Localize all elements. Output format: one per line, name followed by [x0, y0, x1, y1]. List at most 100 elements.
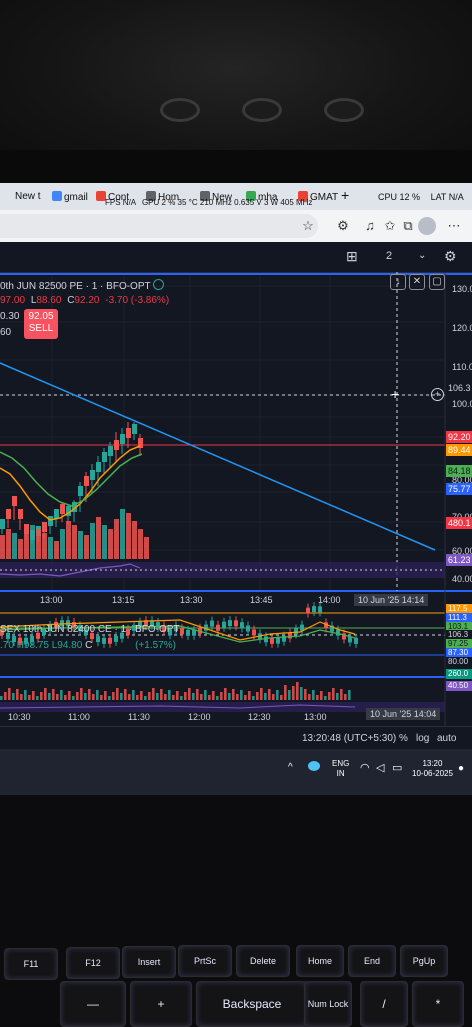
candle-body-2: [42, 628, 46, 635]
key-prtsc[interactable]: PrtSc: [178, 945, 232, 977]
tab-new-2[interactable]: New: [200, 191, 232, 203]
ohlc-close-prefix: C: [67, 295, 75, 306]
language-indicator[interactable]: ENG IN: [332, 759, 349, 779]
candle-body-2: [108, 637, 112, 644]
lang-code: ENG: [332, 759, 350, 768]
chart1-symbol[interactable]: 0th JUN 82500 PE · 1 · BFO-OPT: [0, 279, 165, 292]
ohlc-high: 97.00: [0, 295, 26, 306]
candle-body-2: [342, 633, 346, 640]
log-toggle[interactable]: log: [416, 733, 430, 744]
profile-avatar[interactable]: [418, 217, 436, 235]
settings-icon[interactable]: ⚙: [444, 248, 457, 264]
tab-mha[interactable]: mha: [246, 191, 277, 203]
sell-button[interactable]: 92.05 SELL: [24, 309, 58, 339]
url-input[interactable]: [0, 214, 318, 238]
add-alert-icon[interactable]: +: [431, 388, 444, 401]
volume-bar-2: [344, 694, 347, 700]
moving-average-green: [0, 451, 143, 507]
auto-toggle[interactable]: auto: [437, 733, 457, 744]
volume-icon[interactable]: ◁: [376, 762, 385, 774]
candle-body-2: [354, 637, 358, 644]
key-end[interactable]: End: [348, 945, 396, 977]
more-menu-icon[interactable]: ⋯: [447, 218, 461, 233]
tab-home[interactable]: Hom: [146, 191, 179, 203]
candle-body-2: [30, 636, 34, 643]
key-plus[interactable]: +: [130, 981, 192, 1027]
collections-icon[interactable]: ⧉: [403, 218, 413, 233]
key-pgup[interactable]: PgUp: [400, 945, 448, 977]
volume-bar-2: [8, 688, 11, 700]
key-home[interactable]: Home: [296, 945, 344, 977]
gpu-value: 2 %: [161, 198, 176, 207]
candle-body-2: [84, 629, 88, 636]
tab-gmail[interactable]: gmail: [52, 191, 88, 203]
volume-bar: [60, 529, 65, 559]
tab-contacts[interactable]: Cont: [96, 191, 129, 203]
volume-bar-2: [24, 690, 27, 700]
volume-bar-2: [76, 692, 79, 700]
layout-icon[interactable]: ⊞: [346, 248, 358, 264]
chart2-symbol[interactable]: SEX 10th JUN 82400 CE · 1 · BFO-OPT: [0, 624, 180, 635]
candle-body-2: [18, 637, 22, 644]
percent-toggle[interactable]: %: [399, 733, 408, 744]
maximize-icon[interactable]: ▢: [429, 274, 445, 290]
candle-body-2: [246, 625, 250, 632]
taskbar-clock[interactable]: 13:20 10-06-2025: [412, 759, 453, 779]
key-f12[interactable]: F12: [66, 947, 120, 979]
candle-body: [84, 476, 89, 486]
key-multiply[interactable]: *: [412, 981, 464, 1027]
time-tick: 13:15: [112, 595, 135, 605]
star-icon[interactable]: ☆: [302, 218, 314, 233]
volume-bar-2: [112, 692, 115, 700]
volume-bar-2: [68, 691, 71, 700]
volume-bar-2: [328, 692, 331, 700]
wifi-icon[interactable]: ◠: [360, 762, 370, 774]
volume-bar-2: [4, 692, 7, 700]
volume-bar-2: [348, 690, 351, 700]
candle-body: [42, 522, 47, 532]
rsi-band-2: [0, 702, 445, 712]
extension-icon[interactable]: ⚙: [337, 218, 349, 233]
tab-label: gmail: [64, 192, 88, 203]
volume-bar-2: [84, 693, 87, 700]
layout-count[interactable]: 2: [386, 250, 393, 262]
candle-body: [96, 462, 101, 472]
candle-body-2: [114, 635, 118, 642]
volume-bar-2: [240, 690, 243, 700]
gpu-label: GPU: [141, 198, 160, 207]
chart-canvas[interactable]: [0, 272, 472, 727]
chart-area[interactable]: 0th JUN 82500 PE · 1 · BFO-OPT 97.00 L88…: [0, 272, 472, 744]
key-backspace[interactable]: Backspace: [196, 981, 308, 1027]
notification-icon[interactable]: ●: [458, 763, 465, 774]
candle-body-2: [132, 624, 136, 631]
volume-bar-2: [208, 695, 211, 700]
key-insert[interactable]: Insert: [122, 946, 176, 978]
volume-bar: [102, 525, 107, 559]
cloud-icon[interactable]: [308, 761, 320, 771]
candle-body: [18, 509, 23, 519]
music-icon[interactable]: ♫: [365, 218, 375, 233]
volume-bar-2: [244, 695, 247, 700]
chevron-down-icon[interactable]: ⌄: [418, 250, 427, 261]
tab-new[interactable]: New t: [15, 191, 41, 202]
candle-body-2: [306, 607, 310, 614]
volume-bar: [30, 525, 35, 559]
key-delete[interactable]: Delete: [236, 945, 290, 977]
favorites-icon[interactable]: ✩: [384, 218, 396, 233]
battery-icon[interactable]: ▭: [392, 762, 403, 774]
time-tick-2: 11:30: [128, 712, 150, 722]
volume-bar-2: [196, 689, 199, 700]
key-minus[interactable]: —: [60, 981, 126, 1027]
key-f11[interactable]: F11: [4, 948, 58, 980]
key-numlock[interactable]: Num Lock: [304, 981, 352, 1027]
volume-bar: [6, 529, 11, 559]
globe-icon: [52, 191, 62, 201]
volume-bar: [0, 535, 5, 559]
tab-gmat[interactable]: GMAT: [298, 191, 338, 203]
chevron-up-icon[interactable]: ^: [288, 762, 293, 773]
key-divide[interactable]: /: [360, 981, 408, 1027]
arrow-down-icon[interactable]: ↓: [390, 274, 406, 290]
collapse-icon[interactable]: ✕: [409, 274, 425, 290]
new-tab-button[interactable]: +: [341, 187, 350, 203]
volume-bar-2: [100, 695, 103, 700]
